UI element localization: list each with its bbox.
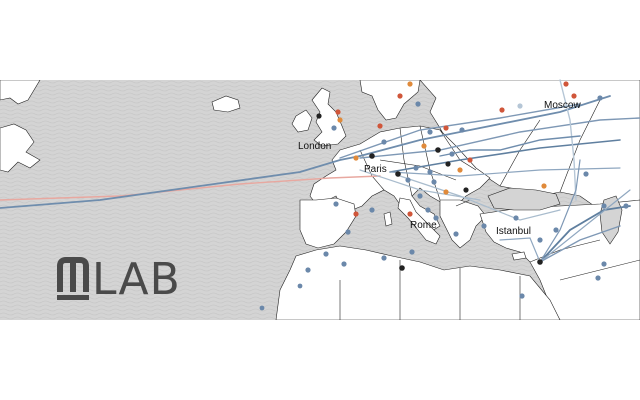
city-label-london: London — [298, 141, 331, 152]
route-atlantic — [0, 155, 361, 209]
landmass-greenland — [0, 80, 41, 105]
route-atlantic-red — [0, 175, 381, 201]
city-label-istanbul: Istanbul — [496, 226, 531, 237]
landmass-scandinavia — [359, 80, 421, 121]
landmass-balkans — [439, 199, 487, 249]
city-labels: London Paris Rome Istanbul Moscow — [298, 100, 581, 237]
city-label-rome: Rome — [410, 220, 437, 231]
city-label-paris: Paris — [364, 164, 387, 175]
landmass-iceland — [211, 95, 241, 113]
landmass-ireland — [291, 109, 313, 133]
m-lab-glyph-icon — [57, 257, 89, 292]
server-dots — [259, 81, 629, 311]
routes — [0, 79, 640, 263]
city-label-moscow: Moscow — [544, 100, 581, 111]
landmass-north-africa — [275, 245, 561, 320]
landmass-italy — [397, 197, 441, 245]
landmass-labrador — [0, 123, 41, 173]
logo-text: LAB — [92, 254, 181, 305]
landmass-britain — [311, 87, 347, 147]
mlab-logo: LAB — [57, 254, 181, 305]
black-sea — [487, 187, 561, 211]
